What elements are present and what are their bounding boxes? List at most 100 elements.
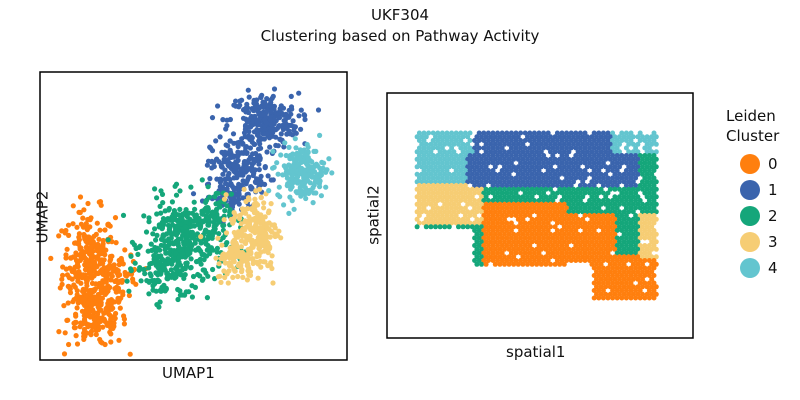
spatial-spot-cluster-3 [642, 250, 648, 256]
spatial-spot-cluster-0 [610, 295, 616, 301]
umap-point-cluster-3 [238, 238, 245, 244]
spatial-spot-cluster-1 [527, 160, 533, 166]
umap-point-cluster-0 [111, 320, 117, 326]
spatial-spot-cluster-0 [649, 284, 655, 290]
spatial-spot-cluster-4 [446, 171, 452, 177]
spatial-spot-cluster-0 [541, 243, 547, 248]
spatial-spot-cluster-2 [568, 205, 574, 211]
spatial-spot-cluster-2 [529, 194, 535, 200]
spatial-spot-cluster-1 [543, 134, 549, 140]
umap-point-cluster-1 [279, 110, 285, 117]
spatial-spot-cluster-1 [573, 145, 579, 151]
umap-point-cluster-1 [278, 103, 284, 109]
spatial-spot-cluster-0 [575, 231, 581, 237]
umap-point-cluster-3 [271, 222, 277, 228]
spatial-spot-cluster-0 [515, 261, 521, 267]
spatial-spot-cluster-3 [642, 235, 648, 241]
spatial-spot-cluster-3 [642, 228, 648, 233]
spatial-spot-cluster-2 [548, 186, 553, 192]
spatial-spot-cluster-2 [479, 254, 484, 260]
spatial-spot-cluster-3 [456, 194, 461, 200]
spatial-spot-cluster-4 [460, 179, 466, 185]
spatial-spot-cluster-1 [481, 168, 487, 173]
spatial-spot-cluster-1 [538, 164, 544, 170]
spatial-spot-cluster-1 [485, 160, 491, 166]
spatial-spot-cluster-0 [490, 235, 496, 241]
spatial-spot-cluster-2 [557, 186, 563, 192]
spatial-spot-cluster-1 [566, 179, 572, 185]
umap-point-cluster-1 [257, 136, 264, 143]
spatial-spot-cluster-0 [637, 295, 643, 301]
spatial-spot-cluster-1 [490, 145, 496, 151]
umap-point-cluster-2 [159, 219, 165, 225]
spatial-spot-cluster-2 [614, 205, 620, 211]
spatial-spot-cluster-4 [453, 175, 459, 181]
spatial-spot-cluster-0 [573, 243, 579, 248]
spatial-spot-cluster-0 [610, 273, 616, 278]
umap-point-cluster-2 [184, 228, 190, 234]
spatial-spot-cluster-1 [596, 145, 602, 151]
spatial-spot-cluster-1 [488, 179, 494, 185]
spatial-spot-cluster-2 [423, 224, 429, 230]
umap-ylabel-text: UMAP2 [33, 190, 52, 244]
spatial-spot-cluster-1 [527, 183, 533, 188]
umap-point-cluster-1 [283, 124, 290, 130]
umap-point-cluster-1 [204, 162, 210, 168]
umap-point-cluster-2 [158, 210, 164, 216]
spatial-spot-cluster-1 [467, 175, 473, 181]
spatial-spot-cluster-2 [630, 186, 636, 192]
umap-point-cluster-0 [113, 240, 119, 246]
spatial-spot-cluster-2 [619, 235, 625, 241]
spatial-spot-cluster-0 [511, 246, 517, 252]
spatial-spot-cluster-4 [433, 164, 438, 170]
spatial-spot-cluster-3 [444, 183, 450, 188]
spatial-spot-cluster-3 [653, 231, 659, 237]
spatial-spot-cluster-1 [559, 183, 565, 188]
spatial-spot-cluster-2 [642, 190, 648, 196]
spatial-spot-cluster-3 [453, 183, 459, 188]
spatial-spot-cluster-4 [439, 168, 445, 173]
spatial-spot-cluster-3 [479, 201, 484, 207]
spatial-spot-cluster-4 [444, 130, 450, 136]
spatial-spot-cluster-3 [416, 183, 422, 188]
spatial-spot-cluster-1 [571, 179, 576, 185]
spatial-spot-cluster-1 [594, 156, 599, 162]
spatial-spot-cluster-4 [416, 175, 422, 181]
spatial-spot-cluster-1 [607, 141, 613, 147]
spatial-spot-cluster-1 [548, 179, 553, 185]
umap-point-cluster-1 [257, 127, 263, 133]
spatial-spot-cluster-1 [504, 183, 510, 188]
spatial-spot-cluster-0 [596, 220, 602, 226]
spatial-spot-cluster-1 [635, 164, 641, 170]
umap-point-cluster-0 [99, 315, 105, 321]
spatial-spot-cluster-0 [619, 295, 625, 301]
umap-point-cluster-3 [272, 233, 278, 240]
spatial-ylabel-text: spatial2 [364, 185, 383, 245]
spatial-spot-cluster-1 [605, 145, 611, 151]
spatial-spot-cluster-1 [472, 145, 478, 151]
spatial-spot-cluster-1 [607, 156, 613, 162]
spatial-spot-cluster-2 [600, 198, 606, 203]
spatial-spot-cluster-1 [552, 156, 558, 162]
spatial-spot-cluster-0 [591, 295, 597, 301]
spatial-spot-cluster-1 [538, 149, 544, 155]
spatial-spot-cluster-2 [552, 194, 558, 200]
umap-point-cluster-1 [256, 161, 262, 167]
spatial-spot-cluster-1 [472, 160, 478, 166]
umap-point-cluster-0 [80, 288, 86, 294]
spatial-spot-cluster-2 [571, 209, 576, 215]
spatial-spot-cluster-2 [628, 243, 634, 248]
spatial-spot-cluster-0 [511, 209, 517, 215]
spatial-spot-cluster-0 [653, 284, 659, 290]
spatial-spot-cluster-0 [513, 235, 519, 241]
spatial-spot-cluster-0 [511, 224, 517, 230]
spatial-spot-cluster-2 [492, 186, 498, 192]
umap-point-cluster-2 [183, 289, 189, 295]
spatial-spot-cluster-0 [520, 224, 526, 230]
spatial-spot-cluster-1 [490, 160, 496, 166]
umap-point-cluster-3 [224, 252, 230, 258]
spatial-spot-cluster-1 [499, 160, 505, 166]
spatial-spot-cluster-1 [485, 145, 491, 151]
umap-point-cluster-1 [207, 176, 213, 182]
spatial-spot-cluster-3 [642, 213, 648, 218]
